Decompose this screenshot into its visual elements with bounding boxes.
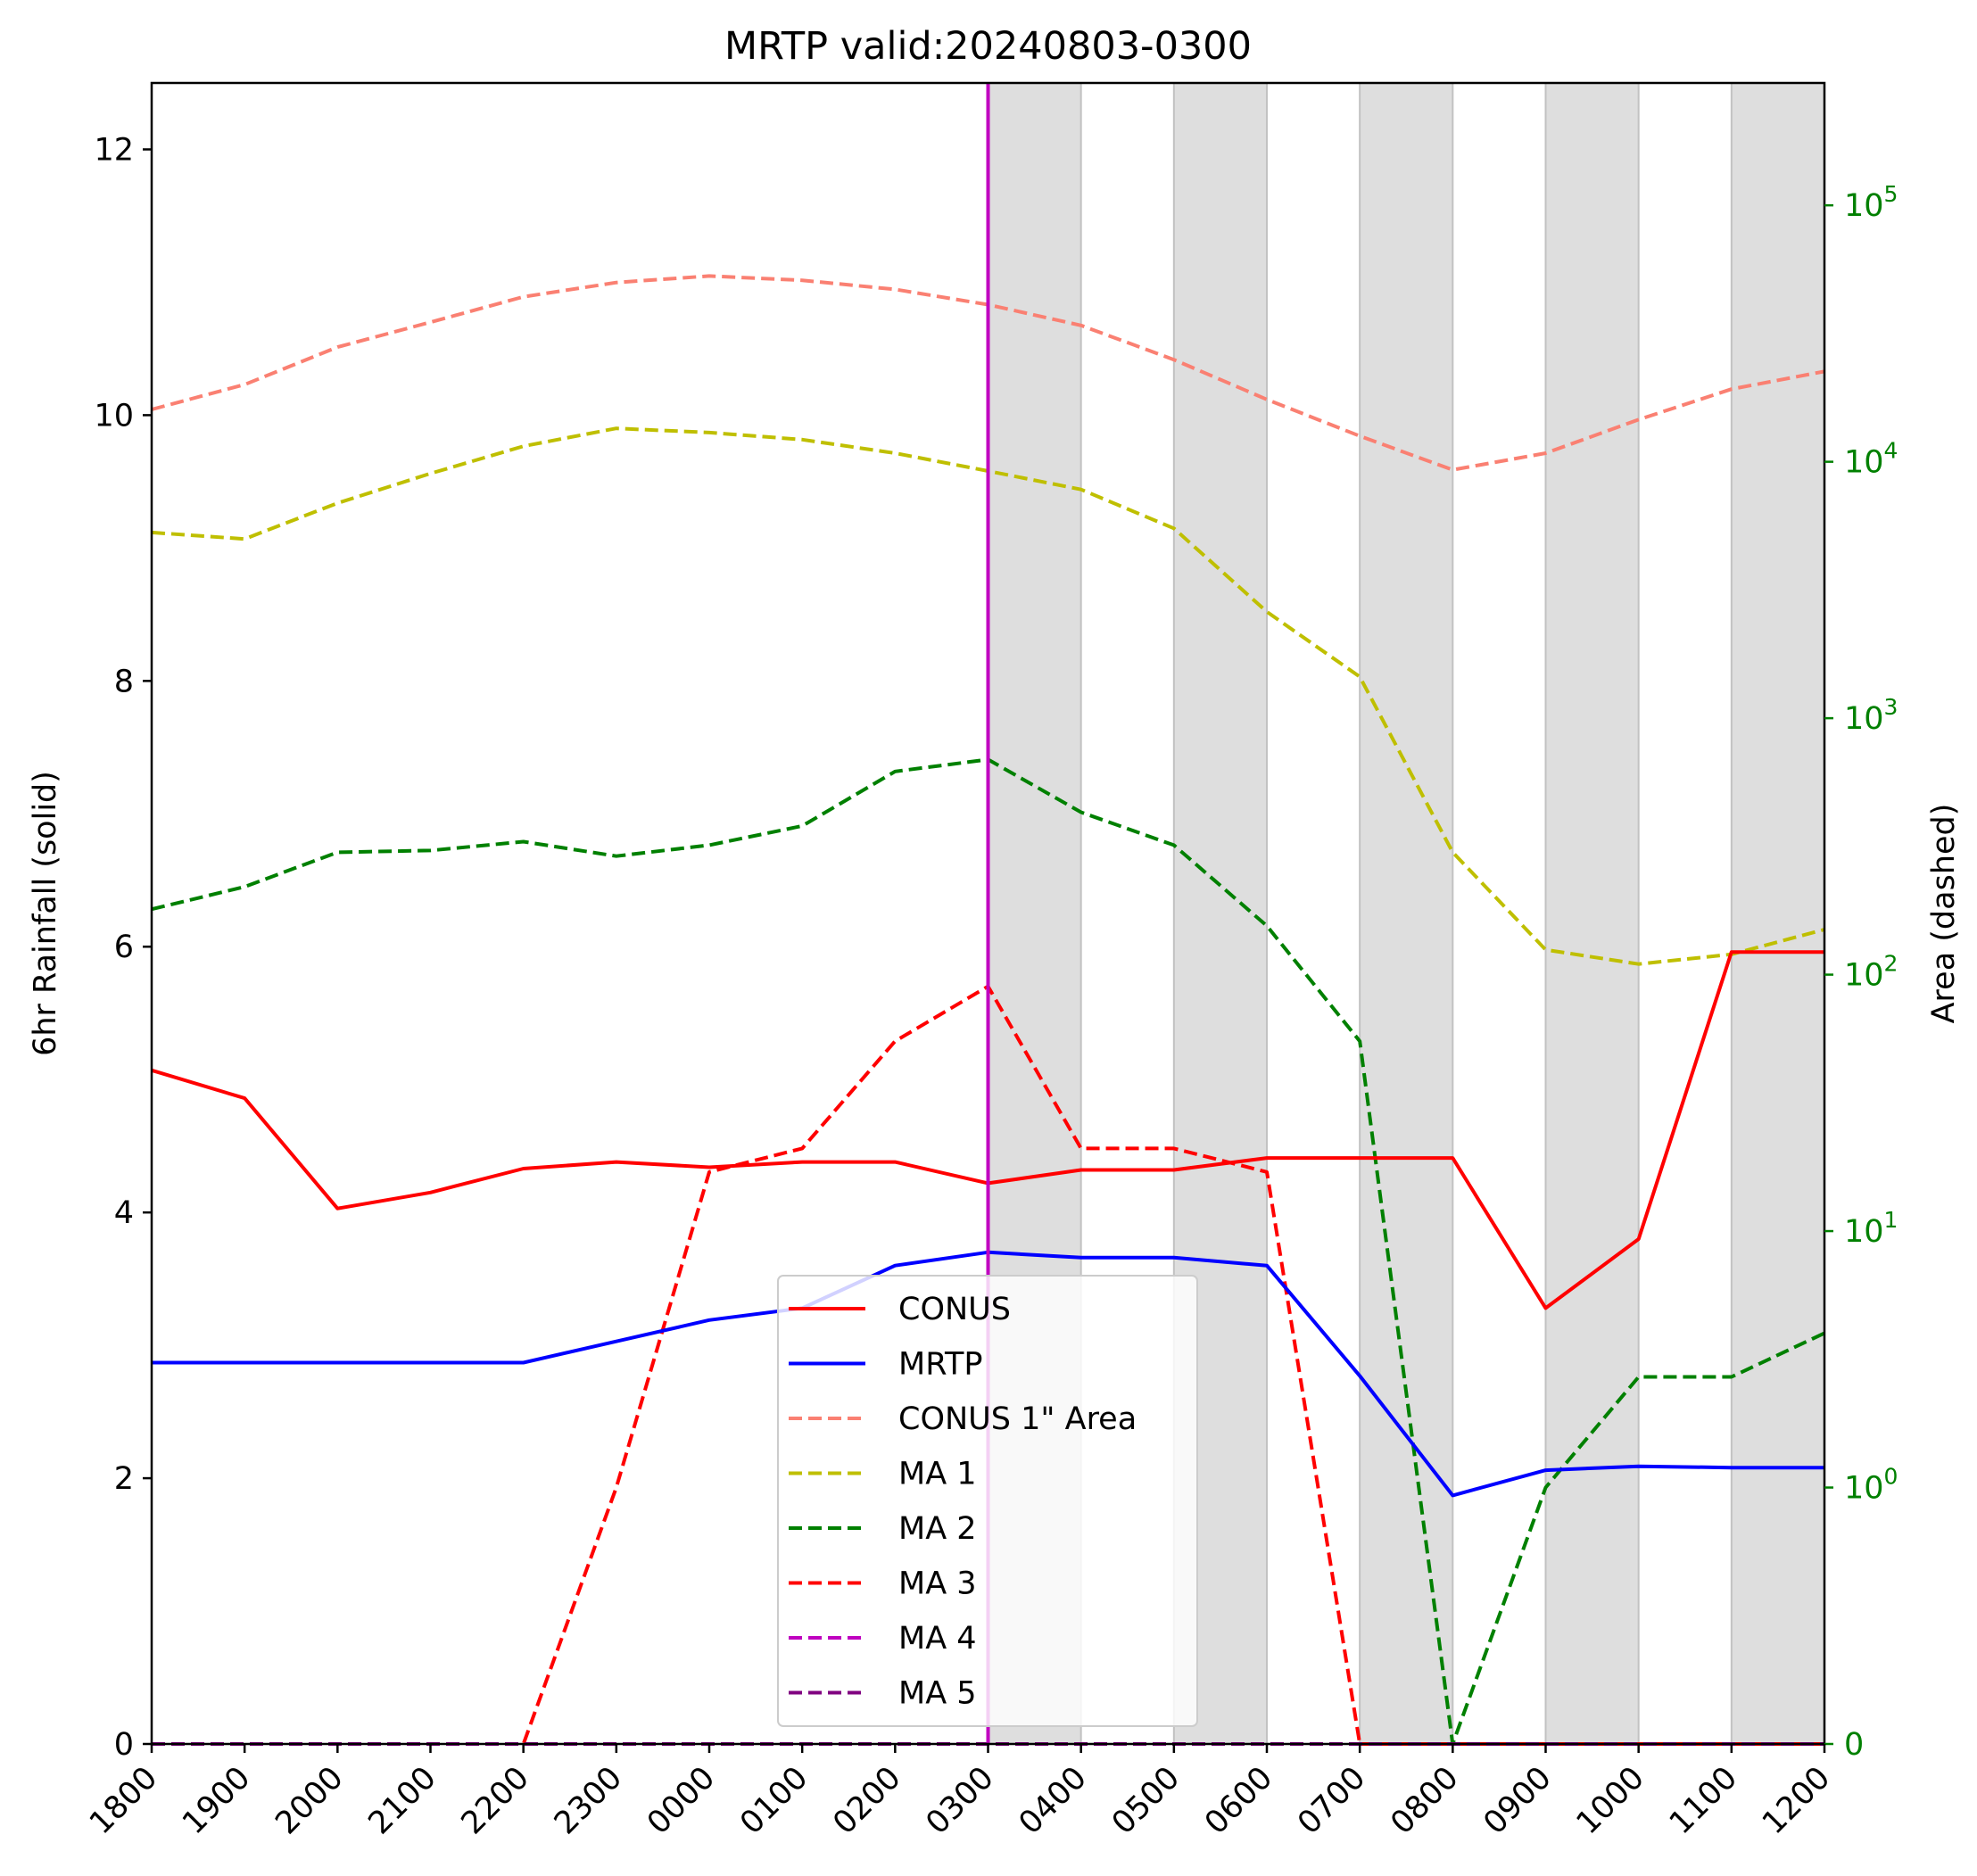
chart-title: MRTP valid:20240803-0300 bbox=[724, 24, 1252, 69]
y-right-tick-label: 0 bbox=[1844, 1727, 1864, 1763]
y-left-tick-label: 0 bbox=[114, 1727, 134, 1763]
legend-label: MA 3 bbox=[898, 1566, 977, 1602]
y-axis-left-label: 6hr Rainfall (solid) bbox=[28, 771, 63, 1056]
legend-label: CONUS bbox=[898, 1292, 1011, 1327]
y-left-tick-label: 10 bbox=[94, 398, 134, 434]
shade-band-0700-0800 bbox=[1360, 83, 1453, 1744]
y-left-tick-label: 6 bbox=[114, 930, 134, 965]
y-right-tick-label: 104 bbox=[1844, 438, 1898, 481]
y-axis-right-label: Area (dashed) bbox=[1926, 804, 1962, 1024]
shade-band-1100-1200 bbox=[1731, 83, 1824, 1744]
legend-label: CONUS 1" Area bbox=[898, 1401, 1137, 1437]
y-left-tick-label: 2 bbox=[114, 1461, 134, 1497]
legend-label: MA 2 bbox=[898, 1511, 977, 1547]
y-left-tick-label: 12 bbox=[94, 132, 134, 168]
legend-box bbox=[777, 1275, 1198, 1727]
legend-label: MA 5 bbox=[898, 1676, 977, 1712]
y-right-tick-label: 101 bbox=[1844, 1207, 1898, 1250]
y-left-tick-label: 8 bbox=[114, 664, 134, 699]
y-left-tick-label: 4 bbox=[114, 1195, 134, 1231]
shade-band-0900-1000 bbox=[1545, 83, 1639, 1744]
legend: CONUS MRTP CONUS 1" Area MA 1 MA 2 MA 3 MA 4 MA… bbox=[777, 1275, 1198, 1727]
legend-label: MA 1 bbox=[898, 1457, 977, 1492]
legend-label: MRTP bbox=[898, 1347, 982, 1383]
legend-label: MA 4 bbox=[898, 1621, 977, 1657]
